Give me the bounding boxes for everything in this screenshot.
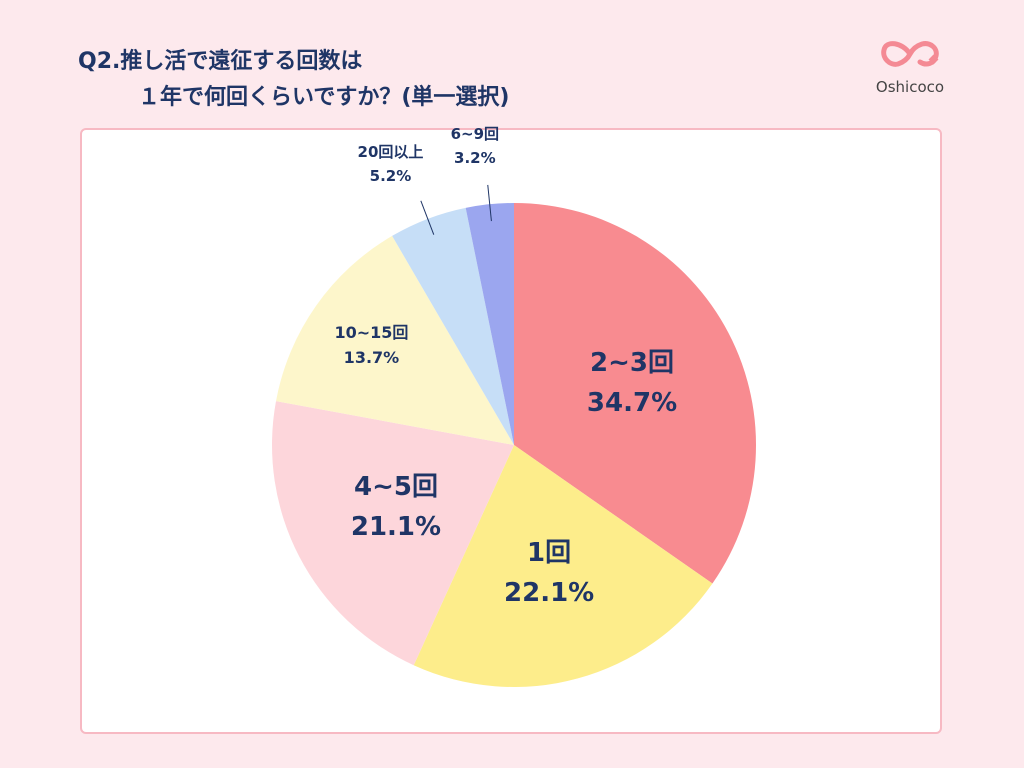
slice-percent: 22.1% <box>504 578 595 609</box>
chart-title: Q2.推し活で遠征する回数は １年で何回くらいですか？(単一選択) <box>78 44 509 116</box>
infinity-heart-icon <box>881 41 939 67</box>
slice-label: 2~3回 34.7% <box>587 343 677 423</box>
slice-label: 10~15回 13.7% <box>334 320 408 370</box>
logo-text: Oshicoco <box>875 78 945 96</box>
logo: Oshicoco <box>868 36 952 96</box>
pie-slice <box>392 207 514 445</box>
pie-slice <box>413 445 713 687</box>
title-line-2: １年で何回くらいですか？(単一選択) <box>138 85 510 110</box>
pie-chart <box>271 184 756 687</box>
slice-percent: 21.1% <box>350 511 442 542</box>
title-line-1: Q2.推し活で遠征する回数は <box>78 49 363 74</box>
slice-category: 6~9回 <box>450 125 500 144</box>
slice-label: 6~9回 3.2% <box>451 122 499 170</box>
leader-line <box>420 200 435 235</box>
slice-category: 2~3回 <box>590 348 674 379</box>
pie-slice <box>465 203 514 445</box>
slice-category: 4~5回 <box>353 471 438 502</box>
pie-slice <box>514 203 756 584</box>
slice-percent: 34.7% <box>586 388 678 419</box>
slice-category: 20回以上 <box>357 142 424 161</box>
slice-category: 1回 <box>527 538 572 569</box>
leader-line <box>487 184 492 222</box>
slice-category: 10~15回 <box>334 322 409 342</box>
chart-card: 2~3回 34.7% 1回 22.1% 4~5回 21.1% 10~15回 13.7% 20回以… <box>80 125 942 734</box>
pie-slice <box>271 401 514 666</box>
pie-slice <box>276 235 514 445</box>
slice-label: 1回 22.1% <box>504 533 594 613</box>
slice-percent: 13.7% <box>343 347 400 367</box>
slice-percent: 5.2% <box>369 166 412 185</box>
slice-label: 20回以上 5.2% <box>358 140 424 188</box>
slice-percent: 3.2% <box>454 149 496 168</box>
slice-label: 4~5回 21.1% <box>351 467 441 547</box>
